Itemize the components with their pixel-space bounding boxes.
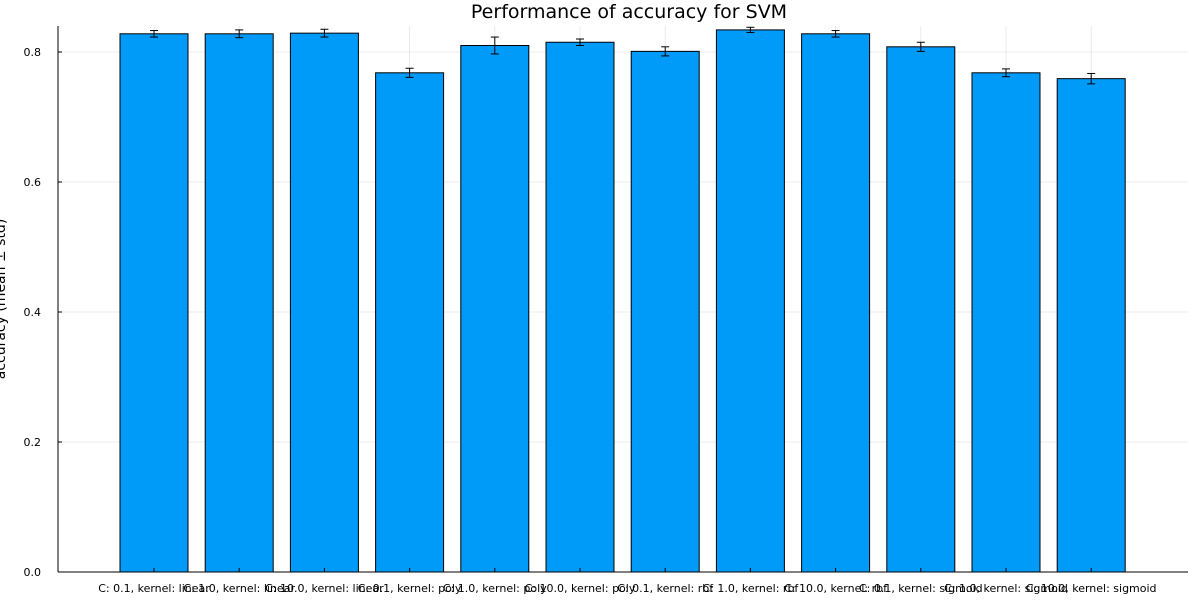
bar bbox=[119, 33, 189, 573]
x-tick-label: C: 10.0, kernel: poly bbox=[525, 582, 636, 595]
y-tick-labels: 0.0 0.2 0.4 0.6 0.8 bbox=[24, 46, 62, 579]
bar bbox=[630, 50, 700, 573]
x-tick-label: C: 1.0, kernel: rbf bbox=[702, 582, 799, 595]
x-tick-label: C: 10.0, kernel: sigmoid bbox=[1026, 582, 1157, 595]
chart-title: Performance of accuracy for SVM bbox=[471, 1, 787, 23]
x-tick-label: C: 0.1, kernel: sigmoid bbox=[859, 582, 983, 595]
x-tick-label: C: 0.1, kernel: rbf bbox=[617, 582, 714, 595]
bar bbox=[971, 72, 1041, 573]
bars bbox=[119, 29, 1126, 573]
x-tick-label: C: 1.0, kernel: poly bbox=[443, 582, 547, 595]
y-tick-label: 0.2 bbox=[24, 436, 42, 449]
bar bbox=[375, 72, 445, 573]
y-tick-label: 0.8 bbox=[24, 46, 42, 59]
y-tick-label: 0.4 bbox=[24, 306, 42, 319]
bar bbox=[289, 32, 359, 573]
y-tick-label: 0.0 bbox=[24, 566, 42, 579]
bar bbox=[886, 46, 956, 573]
x-tick-label: C: 0.1, kernel: poly bbox=[358, 582, 462, 595]
bar bbox=[204, 33, 274, 573]
error-bars bbox=[150, 26, 1096, 85]
x-tick-label: C: 0.1, kernel: linear bbox=[98, 582, 210, 595]
y-tick-label: 0.6 bbox=[24, 176, 42, 189]
bar bbox=[460, 45, 530, 573]
x-tick-label: C: 10.0, kernel: rbf bbox=[784, 582, 888, 595]
x-tick-label: C: 10.0, kernel: linear bbox=[265, 582, 384, 595]
bar bbox=[801, 33, 871, 573]
bar bbox=[715, 29, 785, 573]
x-tick-label: C: 1.0, kernel: sigmoid bbox=[944, 582, 1068, 595]
x-tick-label: C: 1.0, kernel: linear bbox=[183, 582, 295, 595]
bar bbox=[545, 41, 615, 573]
y-axis-label: accuracy (mean ± std) bbox=[0, 219, 9, 380]
bar bbox=[1056, 78, 1126, 573]
